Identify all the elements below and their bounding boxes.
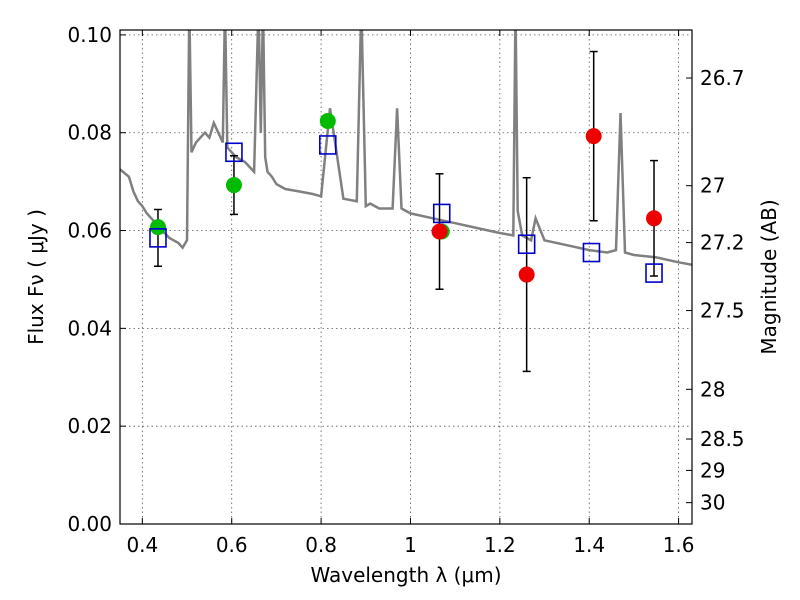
optical-data-point: [225, 177, 242, 194]
y2-axis-title: Magnitude (AB): [757, 199, 781, 354]
plot-frame: [119, 29, 693, 525]
synthetic-photometry-marker: [517, 234, 536, 255]
x-tick-label: 1.6: [663, 533, 695, 557]
y-axis-title: Flux Fν ( μJy ): [24, 209, 48, 345]
nir-data-point: [431, 223, 448, 240]
x-tick-label: 0.8: [305, 533, 337, 557]
y-tick-label: 0.04: [67, 316, 112, 340]
mag-tick-label: 28: [700, 377, 725, 401]
optical-data-point: [149, 219, 166, 236]
synthetic-photometry-marker: [225, 142, 243, 163]
mag-tick-label: 30: [700, 491, 725, 515]
mag-tick-label: 28.5: [700, 427, 745, 451]
nir-data-point: [646, 210, 663, 227]
model-spectrum-line: [120, 30, 692, 267]
grid: [120, 30, 692, 525]
x-tick-label: 0.6: [216, 533, 248, 557]
x-tick-label: 0.4: [126, 533, 158, 557]
mag-tick-label: 27: [700, 174, 725, 198]
synthetic-photometry-marker: [318, 135, 337, 155]
y-tick-label: 0.10: [67, 23, 112, 47]
nir-data-point: [585, 128, 602, 145]
nir-data-point: [518, 266, 535, 283]
synthetic-photometry-marker: [149, 228, 167, 248]
plot-area: [120, 30, 692, 373]
synthetic-photometry-marker: [645, 263, 663, 283]
y-tick-label: 0.02: [67, 414, 112, 438]
axes: 0.4 0.6 0.8 1 1.2 1.4 1.6 0.00 0.02 0.04 0.06 0.08 0…: [67, 23, 745, 557]
y-tick-label: 0.08: [67, 121, 112, 145]
mag-tick-label: 27.5: [700, 299, 745, 323]
synthetic-photometry-marker: [582, 242, 601, 263]
x-tick-label: 1.4: [573, 533, 605, 557]
mag-tick-label: 26.7: [700, 66, 745, 90]
mag-tick-label: 27.2: [700, 231, 745, 255]
mag-tick-label: 29: [700, 458, 725, 482]
x-tick-label: 1: [404, 533, 417, 557]
y-tick-label: 0.00: [67, 512, 112, 536]
y-tick-label: 0.06: [67, 219, 112, 243]
synthetic-photometry-marker: [432, 203, 451, 224]
x-axis-title: Wavelength λ (μm): [310, 563, 501, 587]
optical-data-point: [319, 112, 336, 129]
x-tick-label: 1.2: [484, 533, 516, 557]
